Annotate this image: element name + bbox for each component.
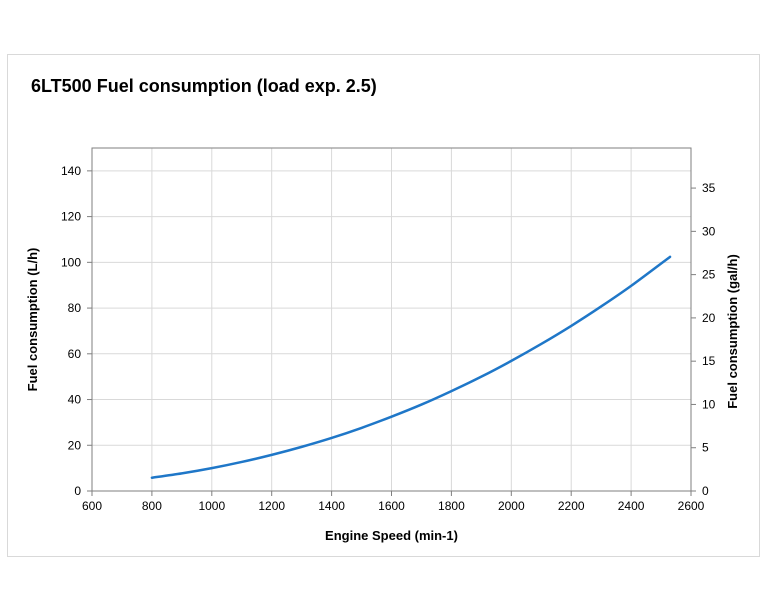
x-tick-label: 1200 [258, 499, 285, 513]
y2-axis-label: Fuel consumption (gal/h) [725, 254, 740, 409]
y-tick-label: 40 [68, 393, 82, 407]
y2-tick-label: 35 [702, 181, 716, 195]
y-tick-label: 20 [68, 438, 82, 452]
y-tick-label: 60 [68, 347, 82, 361]
y2-tick-label: 5 [702, 441, 709, 455]
x-tick-label: 800 [142, 499, 162, 513]
x-tick-label: 2600 [678, 499, 705, 513]
y2-tick-label: 20 [702, 311, 716, 325]
chart-frame [7, 54, 760, 557]
y-tick-label: 100 [61, 255, 81, 269]
y2-tick-label: 15 [702, 354, 716, 368]
y2-tick-label: 30 [702, 224, 716, 238]
y2-tick-label: 0 [702, 484, 709, 498]
series-line [150, 255, 672, 479]
chart-title: 6LT500 Fuel consumption (load exp. 2.5) [31, 76, 377, 96]
x-tick-label: 2000 [498, 499, 525, 513]
x-axis-label: Engine Speed (min-1) [325, 528, 458, 543]
y-axis-label: Fuel consumption (L/h) [25, 248, 40, 392]
x-tick-label: 1600 [378, 499, 405, 513]
y-tick-label: 80 [68, 301, 82, 315]
y-tick-label: 120 [61, 210, 81, 224]
y-tick-label: 140 [61, 164, 81, 178]
x-tick-label: 600 [82, 499, 102, 513]
x-tick-label: 1800 [438, 499, 465, 513]
y2-tick-label: 10 [702, 397, 716, 411]
x-tick-label: 2400 [618, 499, 645, 513]
y2-tick-label: 25 [702, 268, 716, 282]
x-tick-label: 1400 [318, 499, 345, 513]
x-tick-label: 1000 [198, 499, 225, 513]
y-tick-label: 0 [74, 484, 81, 498]
x-tick-label: 2200 [558, 499, 585, 513]
